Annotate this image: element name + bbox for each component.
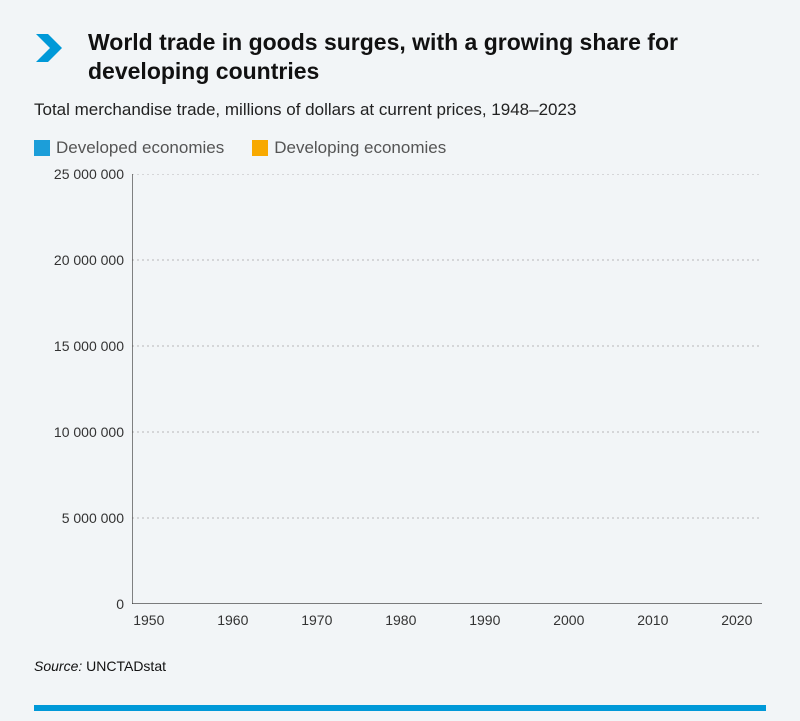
chevron-icon <box>34 30 70 71</box>
legend-item-developing: Developing economies <box>252 138 446 158</box>
header: World trade in goods surges, with a grow… <box>34 28 766 86</box>
legend: Developed economies Developing economies <box>34 138 766 158</box>
legend-swatch <box>252 140 268 156</box>
plot-region <box>132 174 762 604</box>
chart-area: 0 5 000 000 10 000 000 15 000 000 20 000 000… <box>34 164 766 644</box>
chart-title: World trade in goods surges, with a grow… <box>88 28 766 86</box>
x-tick-label: 1970 <box>301 612 332 628</box>
x-tick-label: 2010 <box>637 612 668 628</box>
x-axis-labels: 1950 1960 1970 1980 1990 2000 2010 2020 <box>132 612 762 636</box>
source-text: UNCTADstat <box>86 658 166 674</box>
y-tick-label: 0 <box>34 596 124 612</box>
y-tick-label: 15 000 000 <box>34 338 124 354</box>
x-tick-label: 2020 <box>721 612 752 628</box>
x-tick-label: 1980 <box>385 612 416 628</box>
x-tick-label: 2000 <box>553 612 584 628</box>
source-line: Source: UNCTADstat <box>34 658 766 674</box>
y-axis-labels: 0 5 000 000 10 000 000 15 000 000 20 000 000… <box>34 164 124 644</box>
legend-swatch <box>34 140 50 156</box>
footer-accent-bar <box>34 705 766 711</box>
y-tick-label: 20 000 000 <box>34 252 124 268</box>
x-tick-label: 1990 <box>469 612 500 628</box>
y-tick-label: 5 000 000 <box>34 510 124 526</box>
y-tick-label: 25 000 000 <box>34 166 124 182</box>
legend-label: Developing economies <box>274 138 446 158</box>
chart-card: World trade in goods surges, with a grow… <box>0 0 800 721</box>
legend-label: Developed economies <box>56 138 224 158</box>
y-tick-label: 10 000 000 <box>34 424 124 440</box>
legend-item-developed: Developed economies <box>34 138 224 158</box>
source-label: Source: <box>34 658 82 674</box>
x-tick-label: 1960 <box>217 612 248 628</box>
chart-subtitle: Total merchandise trade, millions of dol… <box>34 100 766 120</box>
x-tick-label: 1950 <box>133 612 164 628</box>
